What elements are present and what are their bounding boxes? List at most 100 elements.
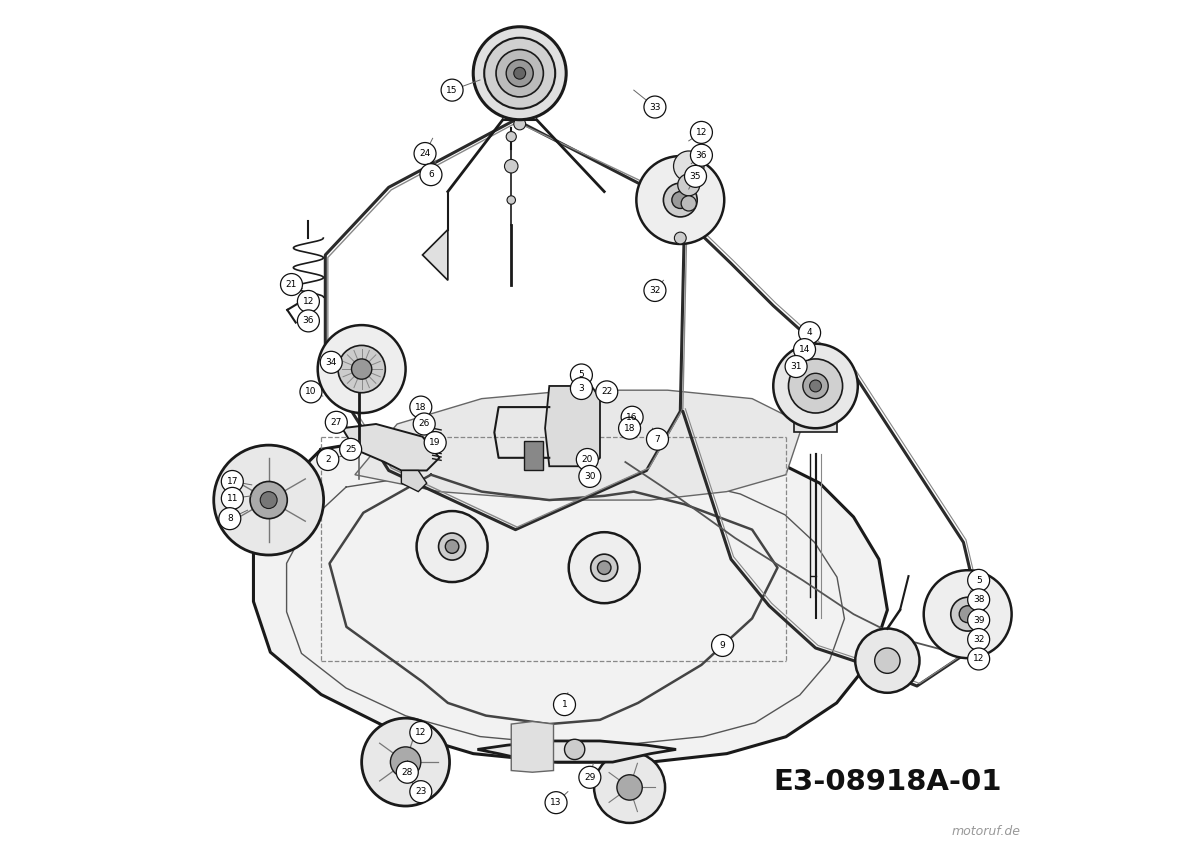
Circle shape (924, 570, 1012, 658)
Circle shape (298, 310, 319, 332)
Circle shape (218, 508, 241, 530)
Circle shape (325, 411, 347, 433)
Circle shape (594, 752, 665, 823)
Circle shape (410, 722, 432, 744)
Polygon shape (422, 230, 448, 281)
Text: 5: 5 (578, 371, 584, 379)
Circle shape (485, 37, 556, 109)
Circle shape (514, 67, 526, 79)
Circle shape (340, 438, 361, 460)
Circle shape (410, 781, 432, 803)
Circle shape (803, 373, 828, 399)
Polygon shape (342, 424, 439, 471)
Circle shape (773, 343, 858, 428)
Circle shape (281, 274, 302, 295)
Circle shape (788, 359, 842, 413)
Circle shape (950, 597, 984, 631)
Circle shape (967, 609, 990, 631)
Circle shape (664, 183, 697, 217)
Polygon shape (253, 441, 887, 762)
Text: 36: 36 (696, 151, 707, 159)
Text: 31: 31 (791, 362, 802, 371)
Circle shape (799, 321, 821, 343)
Circle shape (420, 164, 442, 186)
Text: 16: 16 (626, 413, 638, 421)
Text: 25: 25 (344, 445, 356, 454)
Circle shape (445, 540, 458, 553)
Circle shape (414, 142, 436, 165)
Circle shape (410, 396, 432, 418)
Circle shape (424, 432, 446, 454)
Circle shape (352, 359, 372, 379)
Circle shape (674, 232, 686, 244)
Circle shape (553, 694, 576, 716)
Text: 32: 32 (649, 286, 661, 295)
Circle shape (508, 196, 516, 204)
Circle shape (622, 406, 643, 428)
Circle shape (260, 492, 277, 509)
Text: 3: 3 (578, 384, 584, 393)
Text: 26: 26 (419, 420, 430, 428)
Text: 35: 35 (690, 172, 701, 181)
Circle shape (617, 775, 642, 801)
Circle shape (672, 192, 689, 209)
Circle shape (810, 380, 822, 392)
Polygon shape (401, 471, 427, 492)
Circle shape (361, 718, 450, 806)
Text: 6: 6 (428, 170, 434, 179)
Text: 1: 1 (562, 700, 568, 709)
Circle shape (564, 739, 584, 760)
Text: 7: 7 (655, 435, 660, 444)
Text: 17: 17 (227, 477, 238, 486)
Text: 32: 32 (973, 635, 984, 644)
Circle shape (595, 381, 618, 403)
Circle shape (300, 381, 322, 403)
Bar (524, 441, 542, 471)
Circle shape (967, 569, 990, 591)
Text: 4: 4 (806, 328, 812, 338)
Circle shape (967, 648, 990, 670)
Circle shape (590, 554, 618, 581)
Circle shape (578, 466, 601, 488)
Text: 10: 10 (305, 388, 317, 396)
Text: 34: 34 (325, 358, 337, 367)
Text: 9: 9 (720, 641, 726, 650)
Text: 30: 30 (584, 471, 595, 481)
Polygon shape (355, 390, 803, 500)
Circle shape (875, 648, 900, 673)
Text: 19: 19 (430, 438, 440, 447)
Circle shape (504, 159, 518, 173)
Text: 23: 23 (415, 787, 426, 796)
Text: 21: 21 (286, 280, 298, 289)
Text: 39: 39 (973, 616, 984, 625)
Circle shape (569, 533, 640, 603)
Circle shape (967, 628, 990, 650)
Text: E3-08918A-01: E3-08918A-01 (773, 768, 1002, 796)
Text: 24: 24 (420, 149, 431, 158)
Circle shape (438, 533, 466, 560)
Circle shape (785, 355, 808, 377)
Circle shape (684, 165, 707, 187)
Text: 28: 28 (402, 767, 413, 777)
Circle shape (644, 280, 666, 301)
Text: 2: 2 (325, 455, 331, 464)
Text: 11: 11 (227, 494, 238, 503)
Polygon shape (794, 407, 836, 432)
Circle shape (221, 488, 244, 510)
Text: 15: 15 (446, 86, 458, 95)
Text: 12: 12 (415, 728, 426, 737)
Text: 38: 38 (973, 595, 984, 605)
Circle shape (318, 325, 406, 413)
Text: 12: 12 (696, 128, 707, 137)
Circle shape (618, 417, 641, 439)
Circle shape (506, 59, 533, 86)
Text: 36: 36 (302, 316, 314, 326)
Circle shape (416, 511, 487, 582)
Circle shape (413, 413, 436, 435)
Text: 33: 33 (649, 103, 661, 112)
Circle shape (678, 174, 700, 196)
Circle shape (856, 628, 919, 693)
Circle shape (682, 196, 696, 211)
Circle shape (690, 144, 713, 166)
Circle shape (250, 482, 287, 519)
